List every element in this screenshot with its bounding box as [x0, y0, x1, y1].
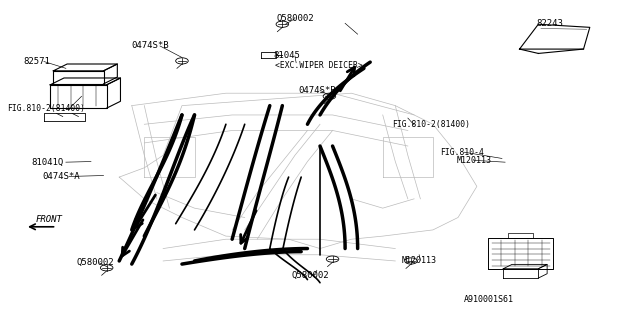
Text: 82571: 82571 [24, 57, 51, 66]
Text: FRONT: FRONT [35, 215, 62, 224]
Text: 81045: 81045 [273, 52, 300, 60]
Text: FIG.810-4: FIG.810-4 [440, 148, 484, 157]
Text: FIG.810-2(81400): FIG.810-2(81400) [8, 104, 86, 113]
Text: 82243: 82243 [536, 19, 563, 28]
Text: Q580002: Q580002 [77, 258, 114, 267]
Text: <EXC.WIPER DEICER>: <EXC.WIPER DEICER> [275, 61, 363, 70]
Text: FIG.810-2(81400): FIG.810-2(81400) [392, 120, 470, 129]
Text: A910001S61: A910001S61 [464, 295, 515, 304]
Text: M120113: M120113 [457, 156, 492, 165]
Text: 0474S*B: 0474S*B [298, 85, 335, 95]
Text: 0474S*A: 0474S*A [43, 172, 80, 181]
Text: 81041Q: 81041Q [31, 158, 63, 167]
Text: Q580002: Q580002 [292, 271, 330, 280]
Text: 0474S*B: 0474S*B [132, 42, 170, 51]
Text: M120113: M120113 [401, 256, 436, 265]
Text: Q580002: Q580002 [276, 14, 314, 23]
